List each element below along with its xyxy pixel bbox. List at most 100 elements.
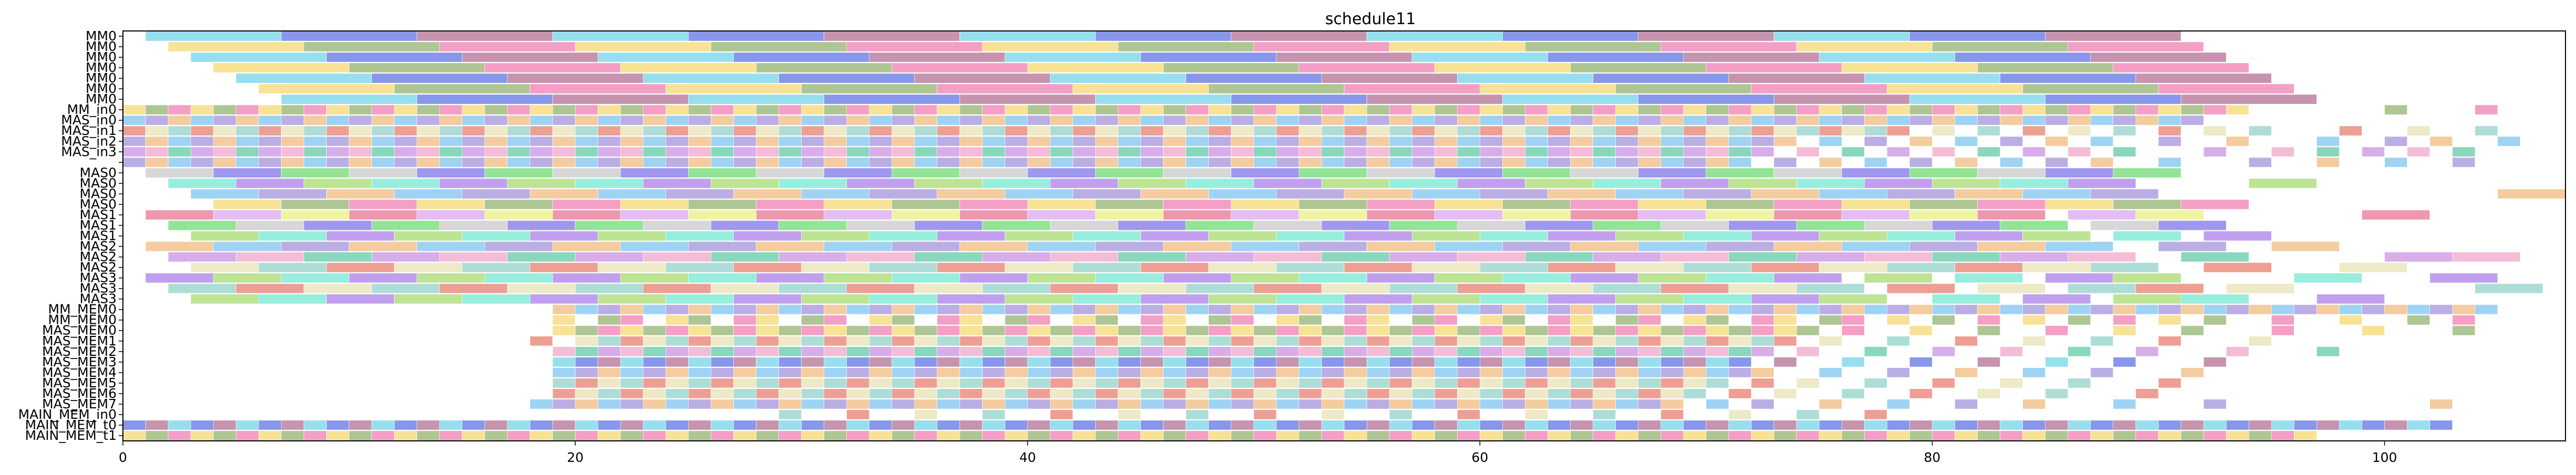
task-bar bbox=[1796, 104, 1820, 115]
y-tick-label: MAS_in0 bbox=[61, 112, 117, 128]
task-bar bbox=[2022, 336, 2046, 346]
task-bar bbox=[733, 378, 756, 388]
task-bar bbox=[1773, 157, 1797, 167]
task-bar bbox=[1073, 294, 1141, 304]
task-bar bbox=[484, 430, 508, 441]
task-bar bbox=[1050, 430, 1073, 441]
task-bar bbox=[756, 378, 779, 388]
task-bar bbox=[1186, 388, 1209, 399]
task-bar bbox=[597, 388, 621, 399]
task-bar bbox=[1593, 220, 1661, 230]
task-bar bbox=[2113, 430, 2136, 441]
task-bar bbox=[2248, 157, 2272, 167]
y-tick-label: MAS2 bbox=[80, 260, 117, 275]
task-bar bbox=[507, 136, 531, 146]
task-bar bbox=[235, 136, 259, 146]
task-bar bbox=[778, 136, 802, 146]
task-bar bbox=[2339, 315, 2362, 325]
task-bar bbox=[1887, 262, 1955, 273]
task-bar bbox=[1977, 199, 2046, 209]
task-bar bbox=[1118, 252, 1186, 262]
task-bar bbox=[1073, 83, 1209, 94]
task-bar bbox=[2180, 94, 2317, 104]
task-bar bbox=[620, 104, 643, 115]
task-bar bbox=[1140, 230, 1209, 241]
task-bar bbox=[1050, 304, 1073, 315]
task-bar bbox=[1593, 157, 1616, 167]
task-bar bbox=[1773, 430, 1797, 441]
task-bar bbox=[891, 146, 915, 157]
task-bar bbox=[666, 262, 734, 273]
task-bar bbox=[1615, 136, 1639, 146]
task-bar bbox=[1299, 315, 1322, 325]
task-bar bbox=[1660, 104, 1684, 115]
task-bar bbox=[1593, 73, 1729, 83]
task-bar bbox=[2180, 115, 2204, 125]
task-bar bbox=[1299, 357, 1322, 367]
task-bar bbox=[914, 420, 938, 430]
task-bar bbox=[213, 62, 349, 73]
task-bar bbox=[1004, 346, 1028, 357]
task-bar bbox=[1660, 41, 1797, 52]
task-bar bbox=[2022, 294, 2091, 304]
task-bar bbox=[1073, 304, 1096, 315]
task-bar bbox=[1253, 104, 1277, 115]
task-bar bbox=[688, 357, 711, 367]
task-bar bbox=[1004, 430, 1028, 441]
task-bar bbox=[1186, 115, 1209, 125]
task-bar bbox=[1253, 304, 1277, 315]
task-bar bbox=[1909, 167, 1978, 178]
task-bar bbox=[1638, 94, 1774, 104]
task-bar bbox=[1299, 241, 1367, 252]
task-bar bbox=[688, 115, 711, 125]
task-bar bbox=[1118, 325, 1141, 336]
task-bar bbox=[2045, 94, 2182, 104]
task-bar bbox=[1186, 157, 1209, 167]
task-bar bbox=[326, 230, 394, 241]
task-bar bbox=[1344, 357, 1367, 367]
task-bar bbox=[1208, 399, 1232, 409]
task-bar bbox=[1480, 146, 1503, 157]
task-bar bbox=[1027, 420, 1051, 430]
task-bar bbox=[552, 115, 576, 125]
task-bar bbox=[417, 146, 440, 157]
task-bar bbox=[1208, 157, 1232, 167]
task-bar bbox=[1253, 388, 1277, 399]
task-bar bbox=[1140, 157, 1164, 167]
task-bar bbox=[1864, 304, 1887, 315]
task-bar bbox=[2384, 304, 2407, 315]
task-bar bbox=[1502, 125, 1525, 136]
task-bar bbox=[2158, 336, 2182, 346]
task-bar bbox=[778, 178, 847, 188]
task-bar bbox=[145, 157, 169, 167]
task-bar bbox=[1796, 304, 1820, 315]
task-bar bbox=[1073, 157, 1096, 167]
task-bar bbox=[417, 241, 485, 252]
task-bar bbox=[824, 167, 892, 178]
task-bar bbox=[462, 430, 485, 441]
task-bar bbox=[914, 430, 938, 441]
task-bar bbox=[2271, 420, 2294, 430]
task-bar bbox=[326, 294, 394, 304]
task-bar bbox=[1819, 262, 1887, 273]
task-bar bbox=[1502, 304, 1525, 315]
task-bar bbox=[1751, 83, 1887, 94]
task-bar bbox=[507, 73, 643, 83]
y-tick-label: MM_in0 bbox=[67, 102, 117, 117]
task-bar bbox=[1253, 367, 1277, 378]
task-bar bbox=[1909, 209, 1978, 220]
task-bar bbox=[1253, 283, 1322, 294]
task-bar bbox=[2317, 157, 2340, 167]
task-bar bbox=[1570, 367, 1593, 378]
task-bar bbox=[1321, 104, 1345, 115]
task-bar bbox=[1638, 304, 1661, 315]
task-bar bbox=[688, 136, 711, 146]
task-bar bbox=[1819, 420, 1842, 430]
task-bar bbox=[801, 388, 825, 399]
task-bar bbox=[1073, 399, 1096, 409]
task-bar bbox=[2339, 125, 2362, 136]
task-bar bbox=[1683, 294, 1752, 304]
task-bar bbox=[1796, 430, 1820, 441]
task-bar bbox=[959, 209, 1028, 220]
task-bar bbox=[914, 378, 938, 388]
